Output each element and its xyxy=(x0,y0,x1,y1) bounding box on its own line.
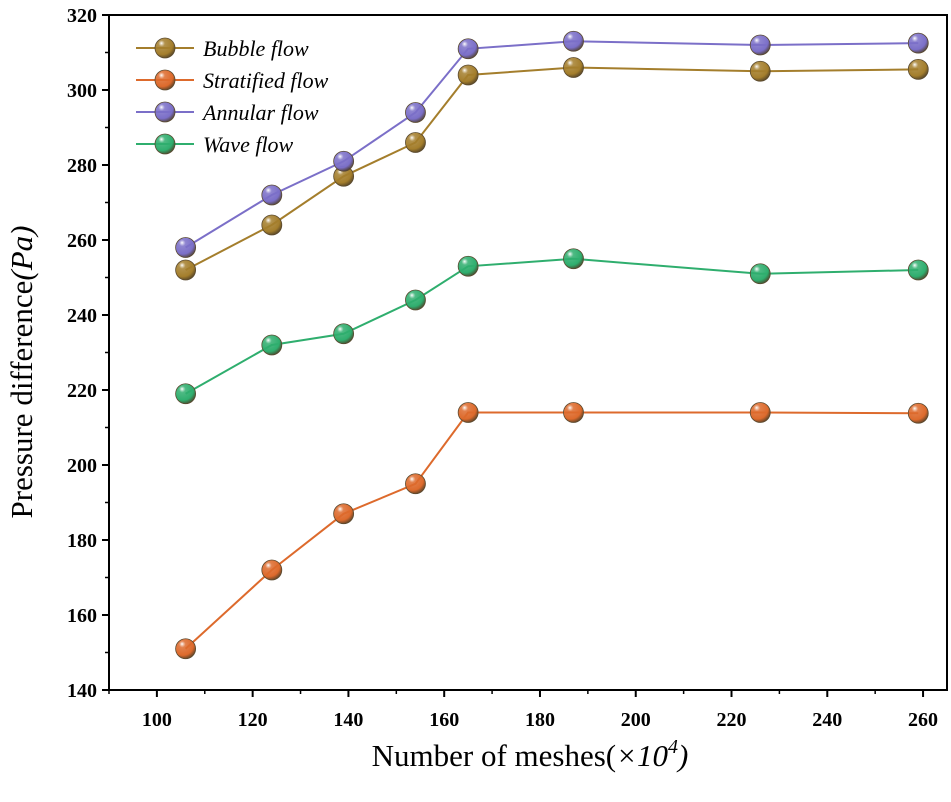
data-point-bubble-flow xyxy=(457,64,479,86)
data-point-wave-flow xyxy=(261,334,283,356)
legend: Bubble flow Stratified flow Annular flow Wa… xyxy=(136,36,329,157)
x-tick-label: 240 xyxy=(812,709,842,731)
x-tick-label: 100 xyxy=(142,709,172,731)
x-axis-title-text: Number of meshes( xyxy=(372,738,617,773)
data-point-wave-flow xyxy=(457,255,479,277)
y-tick-label: 260 xyxy=(67,230,97,252)
y-axis-title-unit: (Pa) xyxy=(4,226,39,281)
legend-entry-stratified-flow: Stratified flow xyxy=(136,68,329,93)
data-point-bubble-flow xyxy=(261,214,283,236)
series-wave-flow xyxy=(175,248,929,405)
legend-entry-wave-flow: Wave flow xyxy=(136,132,294,157)
x-axis-title-exponent: 4 xyxy=(668,736,678,758)
y-tick-label: 160 xyxy=(67,605,97,627)
data-point-bubble-flow xyxy=(175,259,197,281)
y-tick-label: 180 xyxy=(67,530,97,552)
y-tick-label: 280 xyxy=(67,155,97,177)
data-point-wave-flow xyxy=(175,383,197,405)
x-axis-title: Number of meshes(×104) xyxy=(372,736,689,773)
legend-swatch-marker xyxy=(154,69,176,91)
data-point-annular-flow xyxy=(261,184,283,206)
data-point-bubble-flow xyxy=(907,58,929,80)
x-tick-label: 160 xyxy=(429,709,459,731)
data-point-annular-flow xyxy=(333,150,355,172)
x-tick-label: 220 xyxy=(717,709,747,731)
data-point-annular-flow xyxy=(907,32,929,54)
data-point-stratified-flow xyxy=(333,503,355,525)
series-bubble-flow xyxy=(175,57,929,281)
data-point-annular-flow xyxy=(563,30,584,52)
x-axis-title-unit: ×10 xyxy=(616,738,668,773)
x-tick-label: 140 xyxy=(333,709,363,731)
y-tick-label: 200 xyxy=(67,455,97,477)
data-point-stratified-flow xyxy=(175,638,197,660)
series-layer xyxy=(175,30,929,660)
data-point-wave-flow xyxy=(333,323,355,345)
legend-swatch-marker xyxy=(154,133,176,155)
data-point-wave-flow xyxy=(405,289,426,311)
series-annular-flow xyxy=(175,30,929,258)
series-line-bubble-flow xyxy=(185,66,919,271)
data-point-stratified-flow xyxy=(405,473,426,495)
data-point-stratified-flow xyxy=(563,402,584,423)
data-point-stratified-flow xyxy=(907,402,929,424)
legend-label: Bubble flow xyxy=(203,36,309,61)
legend-swatch-marker xyxy=(154,101,176,123)
x-tick-label: 260 xyxy=(908,709,938,731)
data-point-stratified-flow xyxy=(749,402,771,423)
x-tick-label: 180 xyxy=(525,709,555,731)
legend-entry-annular-flow: Annular flow xyxy=(136,100,319,125)
data-point-stratified-flow xyxy=(261,559,283,581)
y-axis-title-text: Pressure difference xyxy=(4,281,39,519)
y-tick-label: 320 xyxy=(67,5,97,27)
legend-entry-bubble-flow: Bubble flow xyxy=(136,36,309,61)
data-point-annular-flow xyxy=(175,237,197,258)
legend-label: Wave flow xyxy=(203,132,294,157)
data-point-wave-flow xyxy=(563,248,584,270)
legend-swatch-marker xyxy=(154,37,176,59)
data-point-bubble-flow xyxy=(405,132,426,153)
y-tick-label: 220 xyxy=(67,380,97,402)
data-point-wave-flow xyxy=(749,263,771,285)
x-tick-label: 120 xyxy=(238,709,268,731)
series-stratified-flow xyxy=(175,402,929,660)
legend-label: Annular flow xyxy=(201,100,319,125)
data-point-bubble-flow xyxy=(749,60,771,82)
series-line-annular-flow xyxy=(185,40,919,249)
series-line-stratified-flow xyxy=(184,411,919,650)
data-point-annular-flow xyxy=(457,38,479,60)
y-tick-label: 140 xyxy=(67,680,97,702)
y-tick-label: 300 xyxy=(67,80,97,102)
data-point-annular-flow xyxy=(749,34,771,56)
y-tick-label: 240 xyxy=(67,305,97,327)
data-point-bubble-flow xyxy=(563,57,584,78)
x-tick-label: 200 xyxy=(621,709,651,731)
data-point-stratified-flow xyxy=(457,402,479,423)
data-point-annular-flow xyxy=(405,102,426,123)
y-axis-title: Pressure difference(Pa) xyxy=(4,226,39,519)
x-axis-title-close: ) xyxy=(676,738,688,773)
axes: 140 160 180 200 220 240 260 280 300 320 100 120 140 1… xyxy=(67,5,948,731)
series-line-wave-flow xyxy=(185,257,919,395)
legend-label: Stratified flow xyxy=(203,68,329,93)
data-point-wave-flow xyxy=(907,259,929,281)
